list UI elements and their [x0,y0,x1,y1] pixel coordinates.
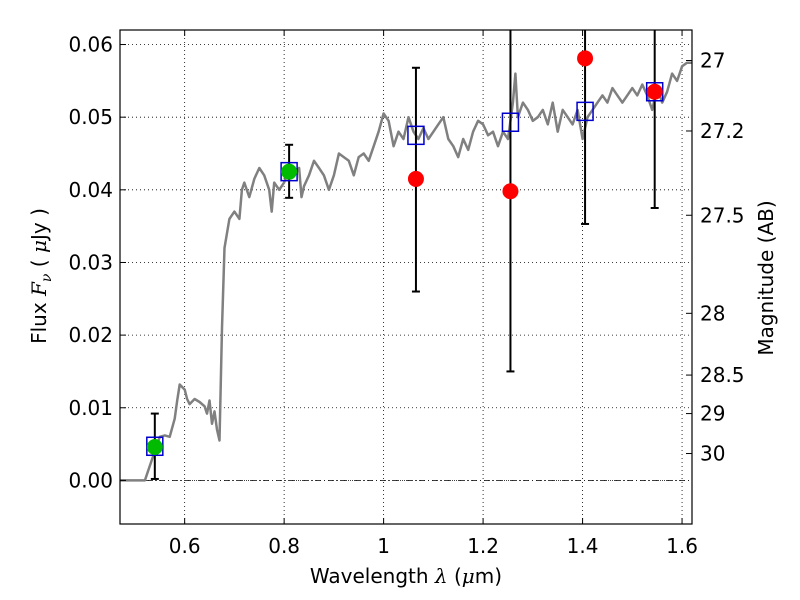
data-point [281,163,298,180]
x-tick-label: 1.6 [666,534,698,558]
mag-tick-label: 27 [700,49,725,73]
y-tick-label: 0.04 [68,178,113,202]
y-tick-label: 0.01 [68,396,113,420]
mag-tick-label: 29 [700,402,725,426]
x-tick-label: 1 [377,534,390,558]
data-point [577,50,594,67]
model-square [407,125,425,146]
y-tick-label: 0.02 [68,323,113,347]
grid [120,30,692,524]
y-tick-label: 0.06 [68,33,113,57]
y-axis-label: Flux Fν ( μJy ) [27,208,55,344]
x-axis-label: Wavelength λ (μm) [310,564,502,588]
x-tick-label: 1.4 [567,534,599,558]
y-tick-label: 0.05 [68,105,113,129]
errorbars [150,30,659,480]
mag-tick-label: 27.2 [700,119,745,143]
mag-tick-label: 30 [700,442,725,466]
y-tick-label: 0.03 [68,250,113,274]
y2-axis-label: Magnitude (AB) [754,200,778,355]
spectrum-line [120,61,692,482]
mag-tick-label: 28 [700,301,725,325]
x-tick-label: 0.6 [169,534,201,558]
x-tick-label: 1.2 [467,534,499,558]
spectrum-series [120,61,692,482]
tick-labels: 0.6 0.8 1 1.2 1.4 1.6 0.00 0.01 0.02 0.03 0.04 0.05… [68,33,744,558]
mag-tick-label: 27.5 [700,203,745,227]
data-point [502,183,519,200]
model-square [501,112,520,133]
x-tick-label: 0.8 [268,534,300,558]
data-point [646,83,663,100]
markers [146,50,664,457]
ticks [120,30,692,524]
data-point [146,438,163,455]
y-tick-label: 0.00 [68,468,113,492]
data-point [407,170,424,187]
mag-tick-label: 28.5 [700,363,745,387]
model-square [576,101,594,122]
plot-frame [119,29,693,525]
model-square [146,436,164,457]
